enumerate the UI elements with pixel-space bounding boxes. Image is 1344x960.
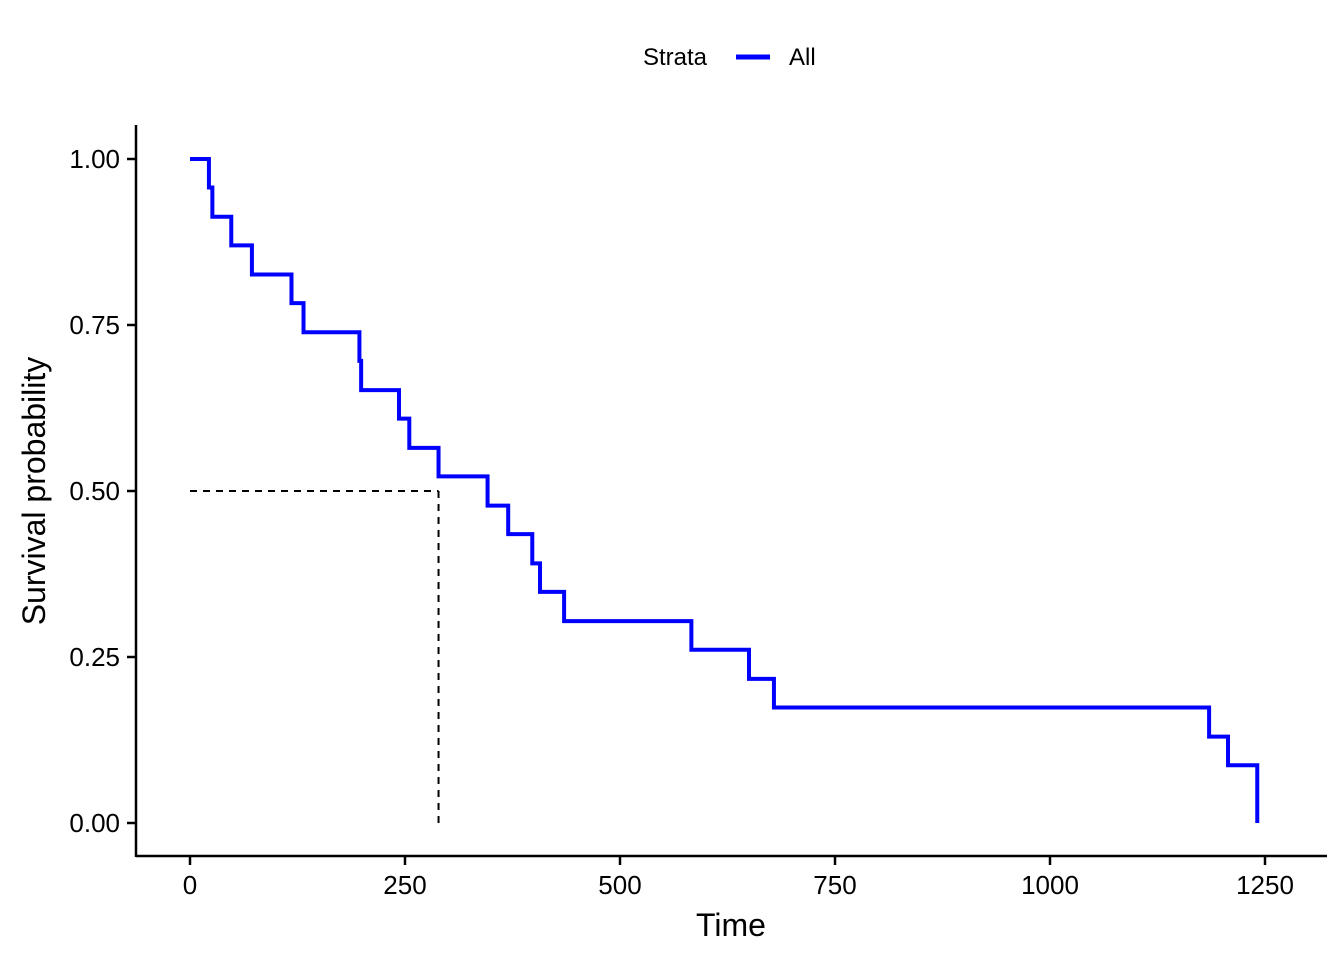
x-tick-label: 500 <box>598 870 641 900</box>
x-axis-title: Time <box>696 907 766 943</box>
y-ticks: 0.00 0.25 0.50 0.75 1.00 <box>69 144 136 838</box>
survival-curve-all <box>190 157 1260 823</box>
y-tick-label: 0.25 <box>69 642 120 672</box>
x-tick-label: 1250 <box>1236 870 1294 900</box>
y-tick-label: 0.50 <box>69 476 120 506</box>
x-tick-label: 0 <box>183 870 197 900</box>
y-tick-label: 0.00 <box>69 808 120 838</box>
median-lines <box>190 490 440 823</box>
legend: Strata All <box>643 44 816 71</box>
x-tick-label: 250 <box>383 870 426 900</box>
y-axis-title: Survival probability <box>16 357 52 626</box>
x-ticks: 0 250 500 750 1000 1250 <box>183 856 1294 900</box>
x-tick-label: 1000 <box>1021 870 1079 900</box>
legend-entry-all: All <box>789 44 816 71</box>
y-tick-label: 0.75 <box>69 310 120 340</box>
y-tick-label: 1.00 <box>69 144 120 174</box>
legend-title: Strata <box>643 44 708 71</box>
x-tick-label: 750 <box>813 870 856 900</box>
